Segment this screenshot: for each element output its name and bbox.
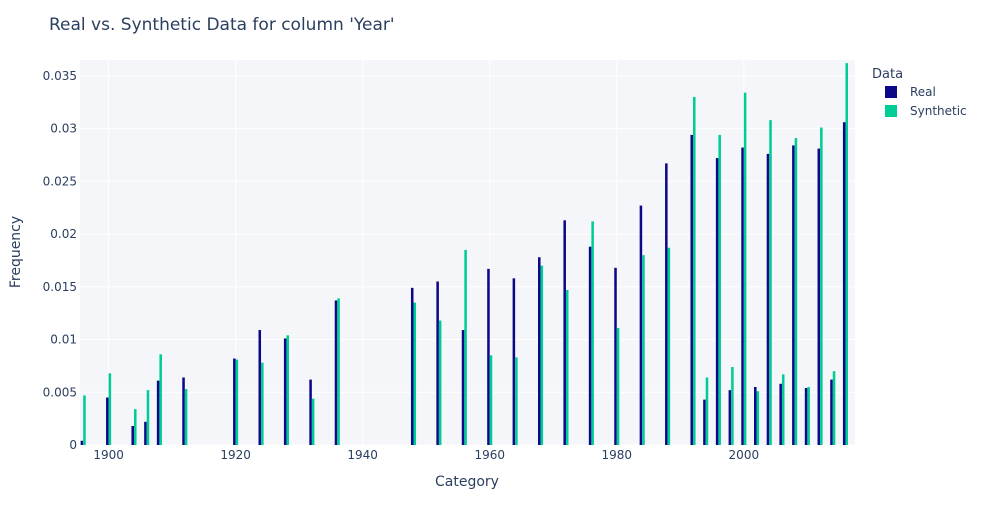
bar-real-1948[interactable] bbox=[410, 287, 414, 445]
bar-synthetic-1994[interactable] bbox=[705, 377, 709, 445]
legend[interactable]: Data Real Synthetic bbox=[872, 67, 967, 118]
y-tick-label: 0.015 bbox=[43, 280, 77, 294]
bar-real-1992[interactable] bbox=[690, 134, 694, 445]
y-axis-title: Frequency bbox=[8, 216, 24, 288]
bar-real-2002[interactable] bbox=[754, 386, 757, 445]
bar-real-1972[interactable] bbox=[563, 220, 566, 445]
bar-real-1988[interactable] bbox=[665, 163, 668, 445]
bar-synthetic-1924[interactable] bbox=[261, 362, 264, 445]
bar-synthetic-1988[interactable] bbox=[667, 247, 671, 445]
bar-synthetic-2016[interactable] bbox=[845, 63, 849, 445]
bar-real-1964[interactable] bbox=[512, 278, 516, 445]
bar-synthetic-1912[interactable] bbox=[184, 389, 188, 445]
bar-synthetic-1904[interactable] bbox=[134, 409, 137, 445]
x-tick-label: 2000 bbox=[729, 448, 760, 462]
y-tick-label: 0.005 bbox=[43, 385, 77, 399]
chart-title: Real vs. Synthetic Data for column 'Year… bbox=[49, 15, 395, 35]
bar-synthetic-1920[interactable] bbox=[235, 359, 239, 445]
x-tick-label: 1900 bbox=[93, 448, 124, 462]
bar-real-1924[interactable] bbox=[258, 330, 262, 445]
legend-title: Data bbox=[872, 67, 903, 82]
bar-real-1900[interactable] bbox=[106, 397, 109, 445]
bar-synthetic-1964[interactable] bbox=[515, 357, 518, 445]
bar-real-1994[interactable] bbox=[703, 399, 706, 445]
bar-synthetic-1996[interactable] bbox=[718, 134, 721, 445]
bar-synthetic-1956[interactable] bbox=[464, 249, 467, 445]
bar-synthetic-1980[interactable] bbox=[616, 327, 620, 445]
bar-real-1928[interactable] bbox=[283, 338, 287, 445]
legend-swatch-real[interactable] bbox=[885, 86, 897, 98]
bar-synthetic-1952[interactable] bbox=[438, 320, 442, 445]
bar-synthetic-1896[interactable] bbox=[83, 395, 86, 445]
bar-synthetic-2008[interactable] bbox=[794, 138, 798, 446]
bars[interactable] bbox=[80, 63, 849, 446]
y-tick-label: 0.025 bbox=[43, 174, 77, 188]
bar-real-1912[interactable] bbox=[182, 377, 185, 445]
x-axis-title: Category bbox=[435, 474, 499, 490]
bar-synthetic-1906[interactable] bbox=[146, 390, 150, 445]
bar-real-2000[interactable] bbox=[741, 147, 744, 446]
bar-synthetic-2010[interactable] bbox=[807, 386, 810, 445]
bar-real-1908[interactable] bbox=[156, 380, 160, 445]
bar-synthetic-1998[interactable] bbox=[731, 366, 734, 445]
bar-synthetic-1972[interactable] bbox=[565, 289, 569, 445]
bar-real-1904[interactable] bbox=[131, 426, 134, 445]
legend-swatch-synthetic[interactable] bbox=[885, 105, 897, 117]
bar-synthetic-2014[interactable] bbox=[832, 371, 836, 445]
bar-synthetic-1968[interactable] bbox=[540, 265, 544, 445]
y-tick-label: 0.01 bbox=[50, 333, 77, 347]
bar-real-2008[interactable] bbox=[792, 145, 795, 445]
y-tick-label: 0.03 bbox=[50, 122, 77, 136]
bar-real-2004[interactable] bbox=[766, 153, 770, 445]
bar-real-2014[interactable] bbox=[830, 379, 833, 445]
bar-real-2010[interactable] bbox=[804, 388, 808, 445]
y-axis: 0 0.005 0.01 0.015 0.02 0.025 0.03 0.035 bbox=[43, 69, 77, 452]
y-tick-label: 0.02 bbox=[50, 227, 77, 241]
bar-synthetic-2012[interactable] bbox=[820, 127, 823, 445]
y-tick-label: 0.035 bbox=[43, 69, 77, 83]
bar-real-1920[interactable] bbox=[233, 358, 236, 445]
bar-synthetic-2002[interactable] bbox=[756, 391, 760, 445]
x-axis: 1900 1920 1940 1960 1980 2000 bbox=[93, 448, 759, 462]
x-tick-label: 1960 bbox=[474, 448, 505, 462]
bar-synthetic-1900[interactable] bbox=[108, 373, 112, 445]
plot-area bbox=[80, 60, 855, 445]
bar-real-1896[interactable] bbox=[80, 440, 84, 445]
bar-real-1952[interactable] bbox=[436, 281, 439, 445]
bar-synthetic-1948[interactable] bbox=[413, 302, 417, 445]
bar-synthetic-1936[interactable] bbox=[337, 298, 340, 445]
bar-synthetic-1960[interactable] bbox=[489, 355, 493, 445]
legend-item-synthetic[interactable]: Synthetic bbox=[910, 104, 967, 118]
bar-real-1960[interactable] bbox=[487, 268, 490, 445]
bar-synthetic-1908[interactable] bbox=[159, 354, 162, 445]
bar-real-2016[interactable] bbox=[842, 122, 846, 445]
bar-real-1956[interactable] bbox=[461, 330, 465, 445]
bar-real-1968[interactable] bbox=[538, 257, 541, 445]
y-tick-label: 0 bbox=[69, 438, 77, 452]
bar-real-1906[interactable] bbox=[144, 421, 147, 445]
x-tick-label: 1980 bbox=[602, 448, 633, 462]
legend-item-real[interactable]: Real bbox=[910, 85, 936, 99]
bar-synthetic-2000[interactable] bbox=[743, 92, 747, 445]
bar-real-1976[interactable] bbox=[588, 246, 592, 445]
bar-real-2012[interactable] bbox=[817, 148, 821, 445]
bar-real-1998[interactable] bbox=[728, 390, 732, 445]
bar-real-1984[interactable] bbox=[639, 205, 643, 445]
bar-synthetic-1976[interactable] bbox=[591, 221, 594, 445]
bar-synthetic-1928[interactable] bbox=[286, 335, 289, 445]
bar-real-1996[interactable] bbox=[715, 158, 719, 445]
bar-synthetic-1932[interactable] bbox=[311, 398, 315, 445]
bar-synthetic-2004[interactable] bbox=[769, 120, 772, 446]
bar-real-1980[interactable] bbox=[614, 267, 617, 445]
bar-synthetic-1992[interactable] bbox=[693, 96, 696, 446]
bar-synthetic-2006[interactable] bbox=[781, 374, 785, 445]
bar-real-1936[interactable] bbox=[334, 300, 338, 445]
x-tick-label: 1920 bbox=[220, 448, 251, 462]
bar-real-2006[interactable] bbox=[779, 383, 782, 445]
bar-real-1932[interactable] bbox=[309, 379, 312, 445]
bar-synthetic-1984[interactable] bbox=[642, 255, 645, 445]
x-tick-label: 1940 bbox=[347, 448, 378, 462]
